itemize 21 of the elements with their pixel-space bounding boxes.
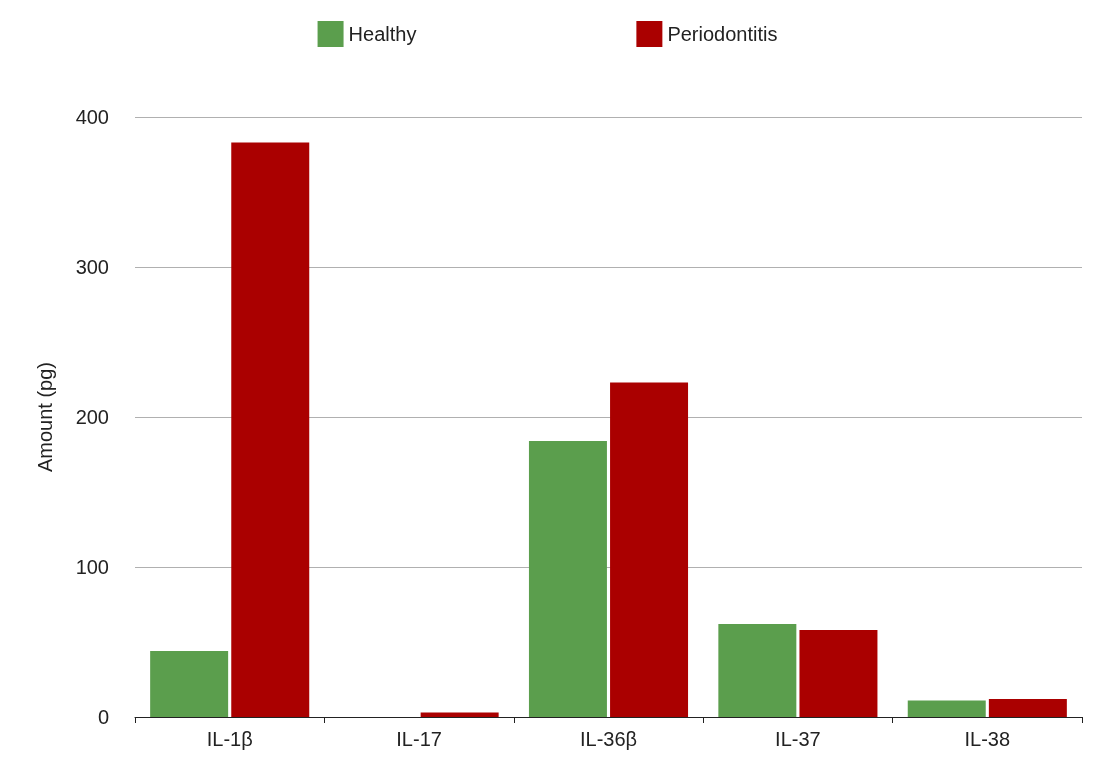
- y-tick-label: 300: [75, 256, 109, 278]
- x-tick-label: IL-37: [775, 728, 821, 750]
- y-tick-label: 200: [75, 406, 109, 428]
- bar: [231, 142, 310, 717]
- bar: [610, 382, 689, 717]
- x-tick-label: IL-38: [964, 728, 1011, 750]
- legend-label: Periodontitis: [667, 23, 778, 45]
- x-tick-label: IL-1β: [206, 728, 253, 750]
- bar: [718, 624, 797, 717]
- x-tick-label: IL-17: [396, 728, 442, 750]
- bar: [907, 700, 986, 717]
- bar: [988, 699, 1067, 717]
- y-axis-title: Amount (pg): [34, 361, 56, 473]
- y-tick-label: 100: [75, 556, 109, 578]
- y-tick-label: 0: [97, 706, 109, 728]
- bar: [150, 651, 229, 717]
- bar: [528, 441, 607, 717]
- y-tick-label: 400: [75, 106, 109, 128]
- x-tick-label: IL-36β: [579, 728, 638, 750]
- bar: [799, 630, 878, 717]
- legend-label: Healthy: [348, 23, 417, 45]
